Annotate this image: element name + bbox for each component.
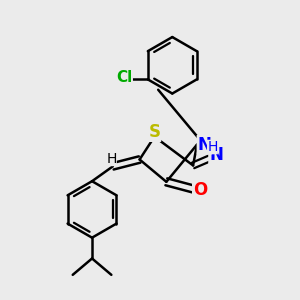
Text: Cl: Cl — [116, 70, 132, 86]
Text: H: H — [106, 152, 116, 166]
Text: S: S — [148, 123, 160, 141]
Text: O: O — [193, 181, 207, 199]
Text: N: N — [209, 146, 223, 164]
Text: N: N — [197, 136, 211, 154]
Text: H: H — [207, 140, 218, 154]
